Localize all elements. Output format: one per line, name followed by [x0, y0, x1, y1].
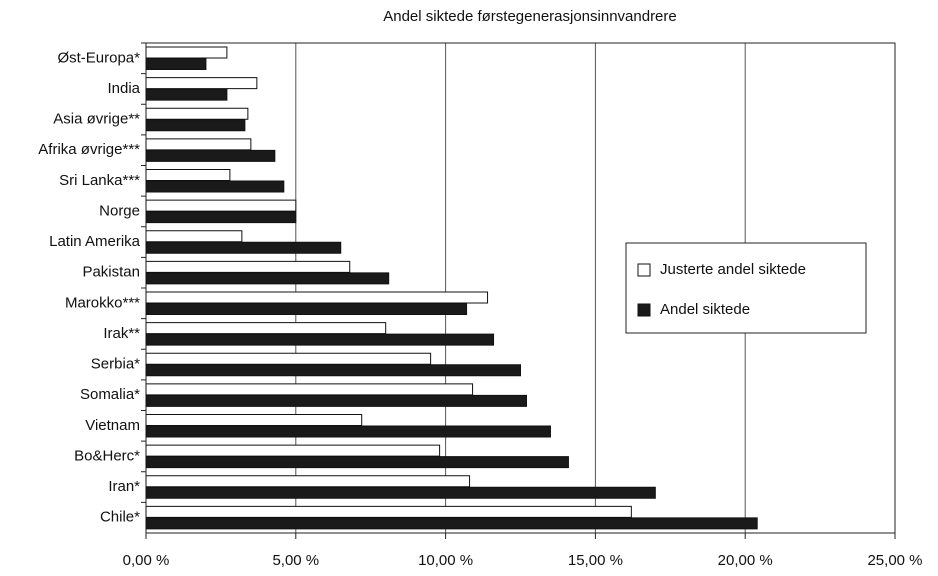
bar [145, 352, 432, 365]
bar [145, 230, 243, 243]
bar [145, 46, 228, 59]
y-tick-label: Iran* [108, 478, 140, 495]
bar [145, 260, 351, 273]
y-tick-label: Afrika øvrige*** [38, 141, 140, 158]
bar [145, 291, 489, 304]
y-tick-label: Pakistan [82, 264, 140, 281]
bar [145, 211, 297, 224]
bar [145, 180, 285, 193]
y-tick-label: Irak** [103, 325, 140, 342]
bar [145, 475, 471, 488]
bar [145, 241, 342, 254]
bar [145, 149, 276, 162]
bar [145, 444, 441, 457]
bar [145, 272, 390, 285]
y-tick-label: Marokko*** [65, 294, 140, 311]
bar [145, 414, 363, 426]
bar [145, 425, 551, 438]
chart-title: Andel siktede førstegenerasjonsinnvandre… [383, 8, 677, 25]
bar [145, 333, 495, 346]
bar [145, 517, 758, 530]
bar [145, 107, 249, 120]
bar [145, 303, 468, 315]
legend-label: Justerte andel siktede [660, 261, 806, 278]
bar [145, 364, 521, 377]
bar [145, 77, 258, 90]
y-tick-label: India [107, 80, 140, 97]
bar [145, 322, 387, 335]
legend-box [625, 242, 867, 334]
x-tick-label: 10,00 % [418, 552, 473, 569]
x-tick-label: 0,00 % [123, 552, 170, 569]
x-tick-label: 15,00 % [568, 552, 623, 569]
bar [145, 169, 231, 181]
y-tick-label: Asia øvrige** [53, 111, 140, 128]
bar [145, 505, 632, 518]
y-tick-label: Chile* [100, 509, 140, 526]
bar [145, 486, 656, 499]
bar [145, 58, 207, 70]
x-tick-label: 5,00 % [272, 552, 319, 569]
y-tick-label: Latin Amerika [49, 233, 141, 250]
x-tick-label: 20,00 % [718, 552, 773, 569]
y-tick-label: Somalia* [80, 386, 140, 403]
legend-label: Andel siktede [660, 301, 750, 318]
bar [145, 394, 527, 407]
y-tick-label: Sri Lanka*** [59, 172, 140, 189]
bar [145, 119, 246, 132]
bar [145, 138, 252, 151]
bar [145, 88, 228, 101]
legend-swatch [637, 263, 651, 277]
y-tick-label: Øst-Europa* [57, 49, 140, 66]
y-tick-label: Bo&Herc* [74, 447, 140, 464]
y-tick-label: Serbia* [91, 356, 140, 373]
y-tick-label: Vietnam [85, 417, 140, 434]
legend-swatch [637, 303, 651, 317]
bar [145, 199, 297, 212]
y-tick-label: Norge [99, 202, 140, 219]
bar [145, 456, 569, 469]
bar [145, 383, 474, 396]
x-tick-label: 25,00 % [867, 552, 922, 569]
